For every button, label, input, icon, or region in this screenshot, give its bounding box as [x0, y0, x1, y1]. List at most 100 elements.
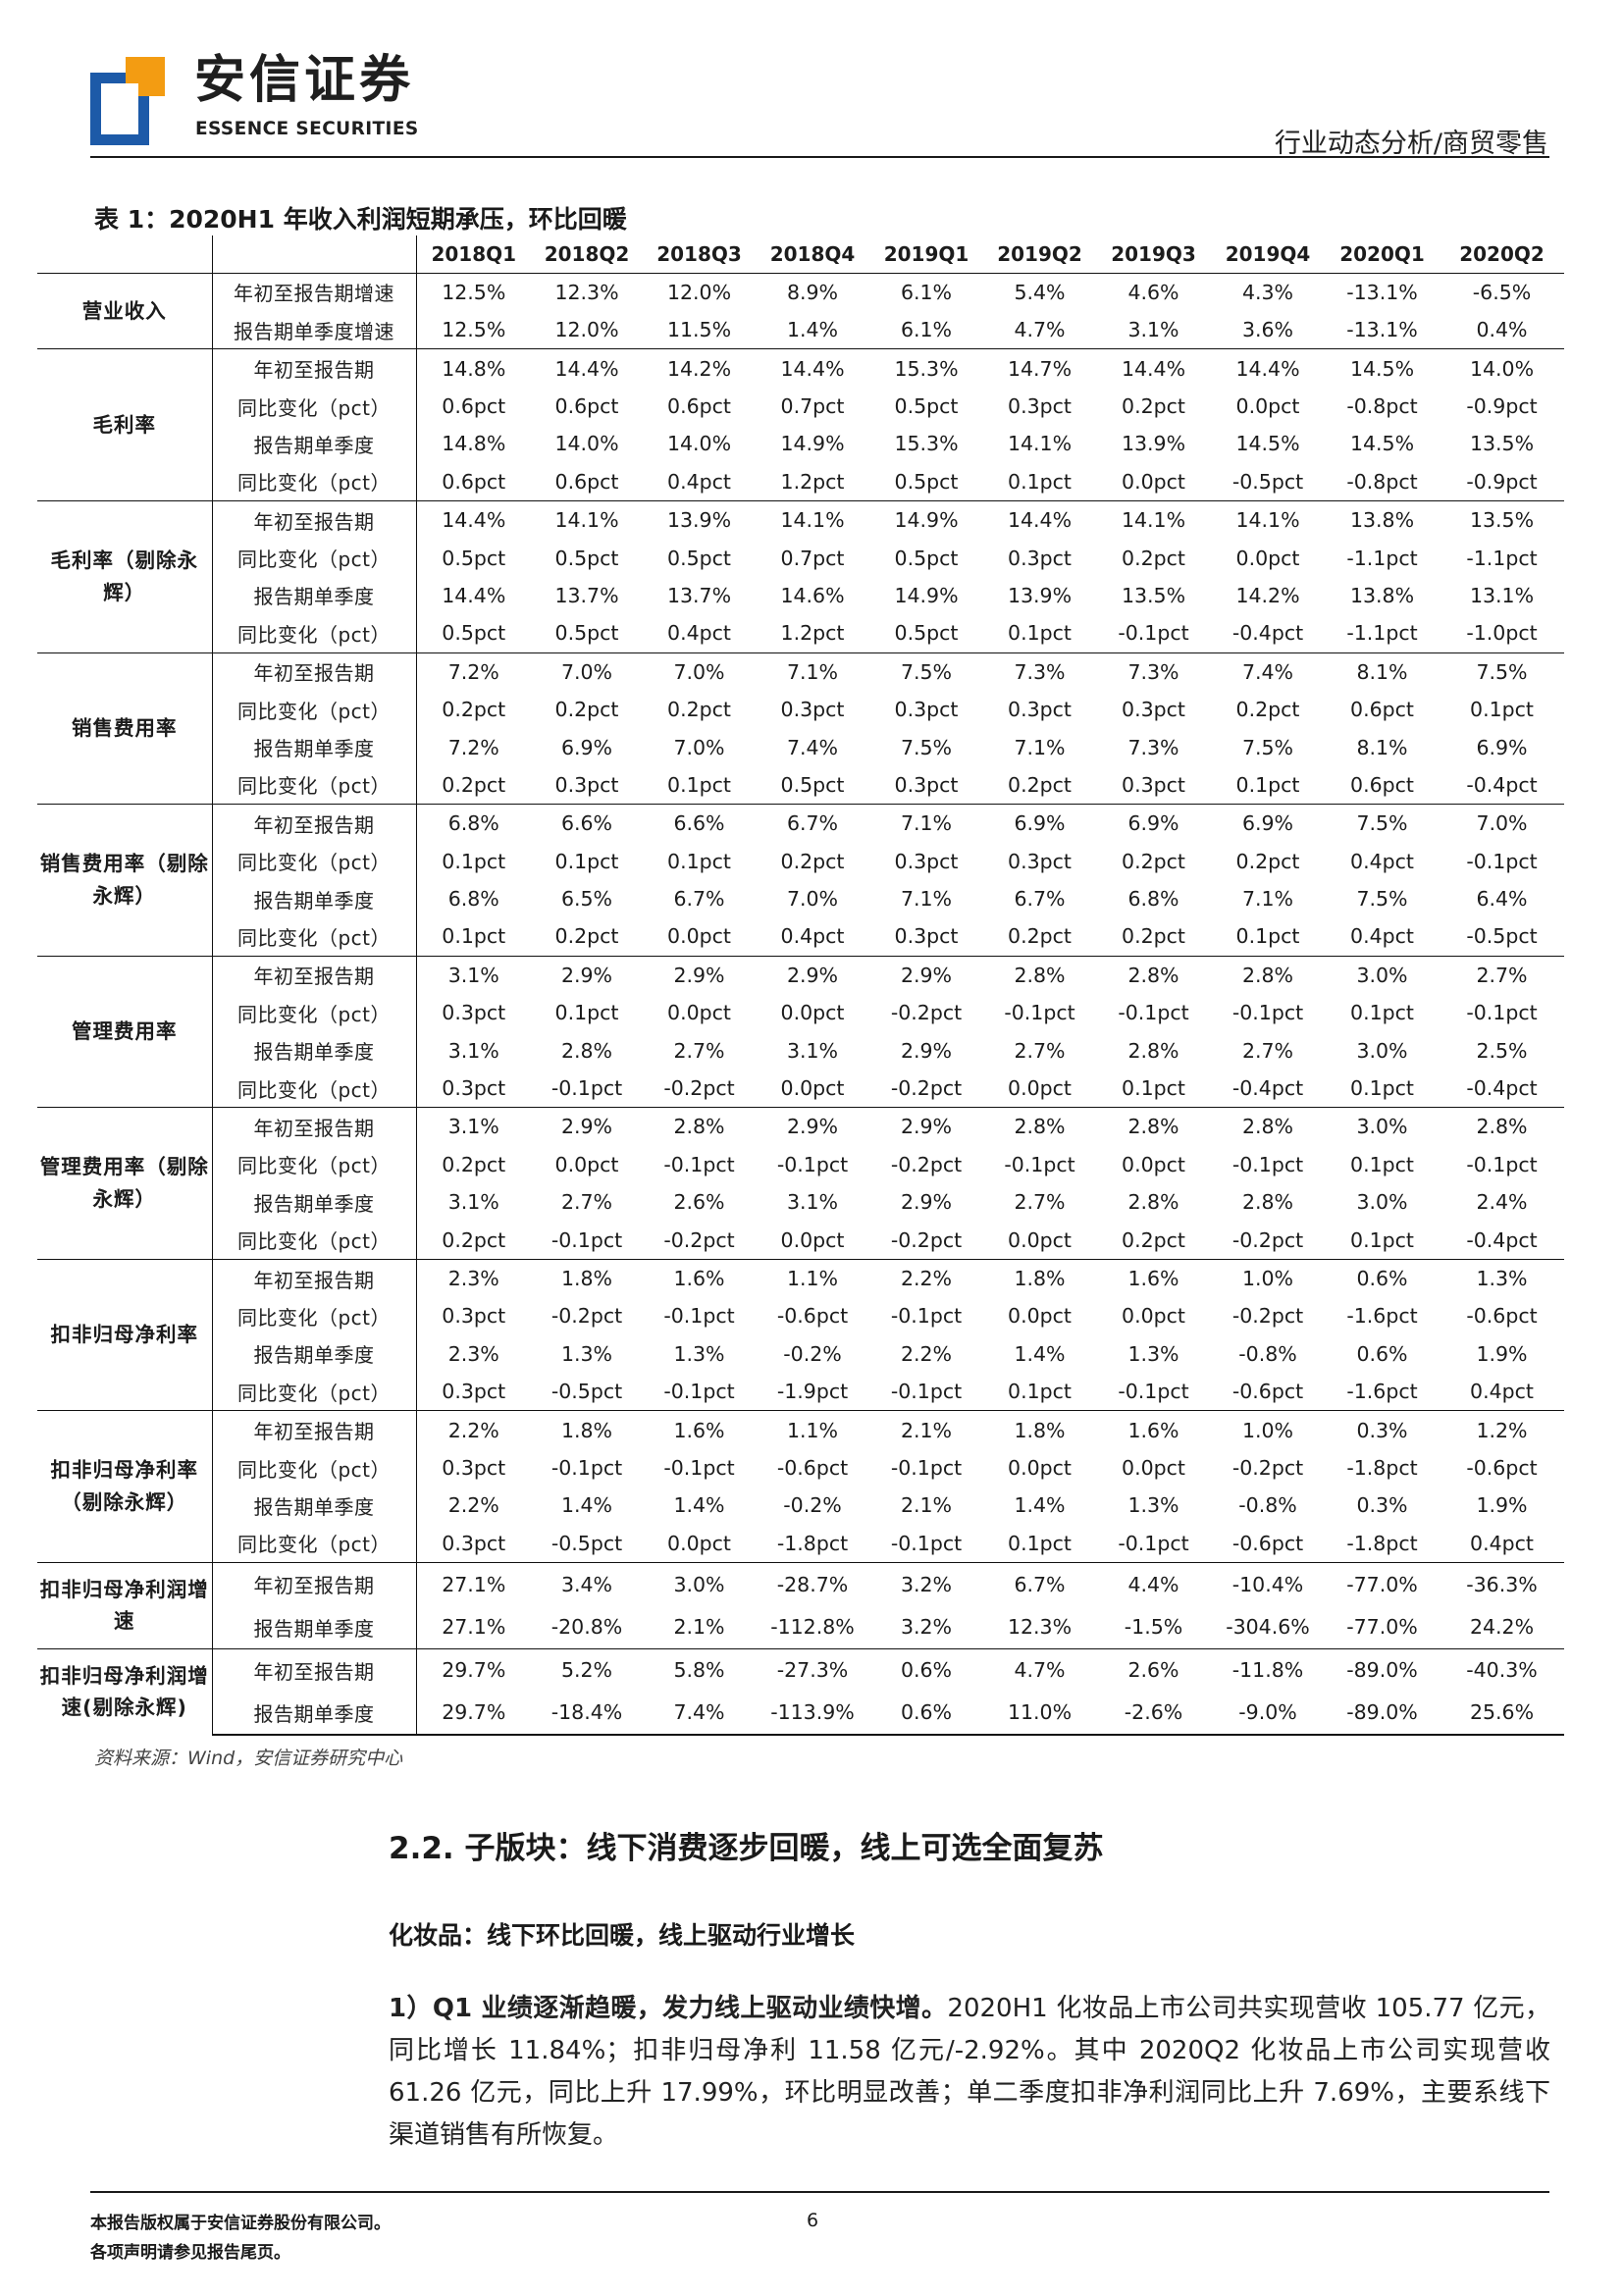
metric-label: 管理费用率 — [37, 955, 213, 1108]
table-cell: 3.6% — [1241, 318, 1294, 342]
table-cell: 2.7% — [1014, 1190, 1066, 1215]
table-row: 报告期单季度增速 12.5% 12.0% 11.5% 1.4% 6.1% 4.7% 3.1% 3… — [37, 310, 1564, 349]
table-cell: 6.4% — [1476, 887, 1528, 912]
table-cell: 14.5% — [1235, 432, 1300, 456]
table-cell: 15.3% — [869, 348, 983, 388]
row-label: 同比变化（pct） — [212, 917, 417, 957]
table-cell: 0.0pct — [1008, 1304, 1072, 1329]
header-divider — [90, 156, 1549, 158]
table-cell: 14.0% — [1440, 348, 1564, 388]
row-label: 同比变化（pct） — [212, 539, 417, 577]
table-cell: 7.5% — [1241, 735, 1294, 759]
table-cell: 29.7% — [416, 1647, 531, 1692]
table-cell: 8.1% — [1325, 652, 1440, 692]
table-cell: 5.4% — [983, 272, 1096, 311]
table-cell: 14.4% — [1096, 348, 1211, 388]
row-label: 报告期单季度 — [212, 879, 417, 918]
table-cell: 0.2pct — [442, 698, 506, 722]
table-cell: -0.2pct — [1231, 1304, 1304, 1329]
row-label: 报告期单季度 — [212, 728, 417, 766]
table-cell: 7.3% — [983, 652, 1096, 692]
table-cell: 0.1pct — [1008, 1380, 1072, 1404]
table-cell: -1.1pct — [1346, 621, 1418, 646]
metric-label: 管理费用率（剔除永辉） — [37, 1107, 213, 1260]
table-cell: -0.5pct — [550, 1531, 623, 1555]
table-row: 扣非归母净利率 年初至报告期 2.3% 1.8% 1.6% 1.1% 2.2% 1.8% 1.6… — [37, 1258, 1564, 1411]
table-cell: 0.3pct — [894, 849, 959, 873]
table-cell: 3.1% — [786, 1038, 839, 1063]
table-cell: 2.2% — [416, 1410, 531, 1449]
table-cell: 1.3% — [673, 1341, 725, 1366]
table-cell: 13.9% — [643, 500, 756, 540]
table-cell: 3.1% — [416, 1107, 531, 1146]
table-cell: -77.0% — [1346, 1615, 1418, 1640]
table-title: 表 1：2020H1 年收入利润短期承压，环比回暖 — [94, 205, 627, 234]
table-cell: -0.2pct — [890, 1227, 963, 1252]
metric-label: 毛利率（剔除永辉） — [37, 500, 213, 653]
table-cell: -0.2pct — [550, 1304, 623, 1329]
table-cell: -11.8% — [1211, 1647, 1325, 1692]
table-row: 同比变化（pct） 0.6pct 0.6pct 0.4pct 1.2pct 0.5pct 0… — [37, 462, 1564, 501]
table-cell: -0.4pct — [1231, 621, 1304, 646]
column-header: 2018Q1 — [416, 235, 531, 274]
table-cell: 1.4% — [1014, 1493, 1066, 1518]
table-cell: -0.2pct — [890, 1152, 963, 1176]
table-cell: -0.8pct — [1346, 394, 1418, 419]
table-cell: -89.0% — [1325, 1647, 1440, 1692]
column-header: 2019Q2 — [983, 235, 1096, 274]
row-label: 年初至报告期 — [212, 804, 417, 843]
table-cell: -0.1pct — [1004, 1152, 1075, 1176]
table-cell: 0.5pct — [894, 394, 959, 419]
column-header: 2018Q4 — [756, 235, 869, 274]
table-row: 同比变化（pct） 0.3pct -0.1pct -0.1pct -0.6pct -0.1… — [37, 1448, 1564, 1487]
table-row: 同比变化（pct） 0.3pct -0.1pct -0.2pct 0.0pct -0.2p… — [37, 1069, 1564, 1108]
table-cell: 13.8% — [1349, 583, 1415, 607]
metric-label: 扣非归母净利润增速 — [37, 1561, 213, 1649]
table-cell: 0.3pct — [1008, 546, 1072, 570]
table-cell: 14.4% — [756, 348, 869, 388]
table-cell: 0.1pct — [554, 1001, 619, 1025]
row-label: 报告期单季度 — [212, 1031, 417, 1070]
table-cell: 29.7% — [416, 1691, 531, 1737]
section-heading: 2.2. 子版块：线下消费逐步回暖，线上可选全面复苏 — [389, 1831, 1104, 1866]
table-cell: -0.1pct — [663, 1152, 735, 1176]
table-cell: 2.4% — [1476, 1190, 1528, 1215]
table-cell: 2.1% — [869, 1410, 983, 1449]
table-cell: 1.6% — [643, 1258, 756, 1298]
table-cell: 0.4pct — [1350, 849, 1414, 873]
table-cell: 6.8% — [416, 804, 531, 843]
row-label: 同比变化（pct） — [212, 1145, 417, 1184]
table-cell: 14.7% — [983, 348, 1096, 388]
table-row: 同比变化（pct） 0.3pct -0.5pct 0.0pct -1.8pct -0.1p… — [37, 1524, 1564, 1563]
table-cell: 0.6pct — [1350, 698, 1414, 722]
table-row: 销售费用率（剔除永辉） 年初至报告期 6.8% 6.6% 6.6% 6.7% 7.1% 6.9… — [37, 804, 1564, 957]
table-cell: 0.5pct — [667, 546, 731, 570]
table-cell: 14.1% — [1007, 432, 1073, 456]
table-cell: -0.1pct — [1118, 1001, 1189, 1025]
table-row: 扣非归母净利润增速 年初至报告期 27.1% 3.4% 3.0% -28.7% 3.2% 6.… — [37, 1561, 1564, 1649]
table-cell: 0.2pct — [442, 1152, 506, 1176]
table-cell: 1.2pct — [780, 469, 845, 494]
table-cell: 0.2pct — [1122, 1227, 1185, 1252]
table-cell: 0.3% — [1356, 1493, 1408, 1518]
table-cell: 0.0pct — [780, 1001, 845, 1025]
table-cell: 0.3pct — [1122, 772, 1185, 797]
table-cell: 12.3% — [1007, 1615, 1073, 1640]
table-cell: 4.7% — [1014, 318, 1066, 342]
table-cell: 1.9% — [1476, 1493, 1528, 1518]
table-row: 同比变化（pct） 0.2pct -0.1pct -0.2pct 0.0pct -0.2p… — [37, 1221, 1564, 1260]
table-cell: 6.7% — [756, 804, 869, 843]
table-cell: 6.9% — [1096, 804, 1211, 843]
table-cell: -0.1pct — [1004, 1001, 1075, 1025]
table-cell: 1.6% — [1096, 1258, 1211, 1298]
table-cell: 2.2% — [447, 1493, 499, 1518]
table-cell: -0.2pct — [1231, 1456, 1304, 1480]
table-cell: -0.5pct — [1466, 924, 1538, 949]
table-cell: 0.0pct — [667, 924, 731, 949]
row-label: 年初至报告期 — [212, 955, 417, 995]
table-cell: 14.0% — [554, 432, 619, 456]
row-label: 报告期单季度 — [212, 1183, 417, 1222]
table-cell: 0.1pct — [1008, 621, 1072, 646]
table-header-row: 2018Q1 2018Q2 2018Q3 2018Q4 2019Q1 2019Q2 2019… — [37, 235, 1564, 274]
table-cell: 0.4pct — [1470, 1380, 1534, 1404]
